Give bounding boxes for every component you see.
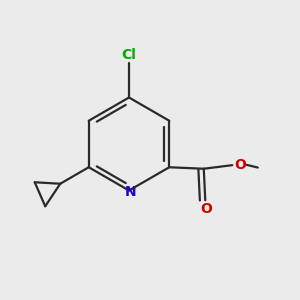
Text: N: N [125, 185, 136, 199]
Text: O: O [234, 158, 246, 172]
Text: O: O [200, 202, 212, 216]
Text: Cl: Cl [122, 48, 136, 62]
